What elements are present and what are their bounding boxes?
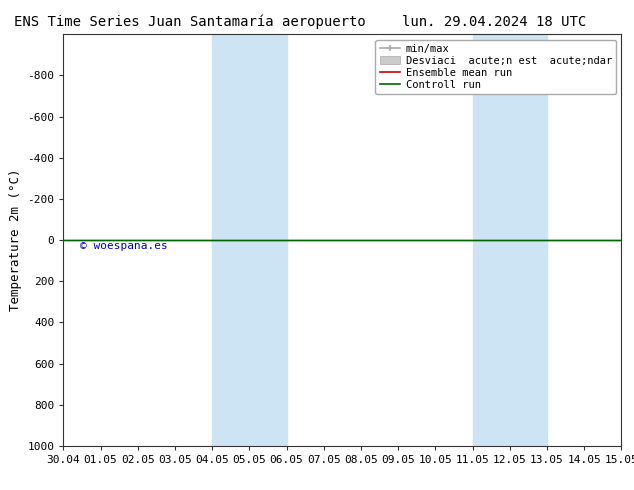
Bar [212,34,249,446]
Text: © woespana.es: © woespana.es [80,241,168,251]
Text: ENS Time Series Juan Santamaría aeropuerto: ENS Time Series Juan Santamaría aeropuer… [15,15,366,29]
Bar [510,34,547,446]
Legend: min/max, Desviaci  acute;n est  acute;ndar, Ensemble mean run, Controll run: min/max, Desviaci acute;n est acute;ndar… [375,40,616,94]
Bar [249,34,287,446]
Text: lun. 29.04.2024 18 UTC: lun. 29.04.2024 18 UTC [403,15,586,29]
Bar [472,34,510,446]
Y-axis label: Temperature 2m (°C): Temperature 2m (°C) [9,169,22,311]
